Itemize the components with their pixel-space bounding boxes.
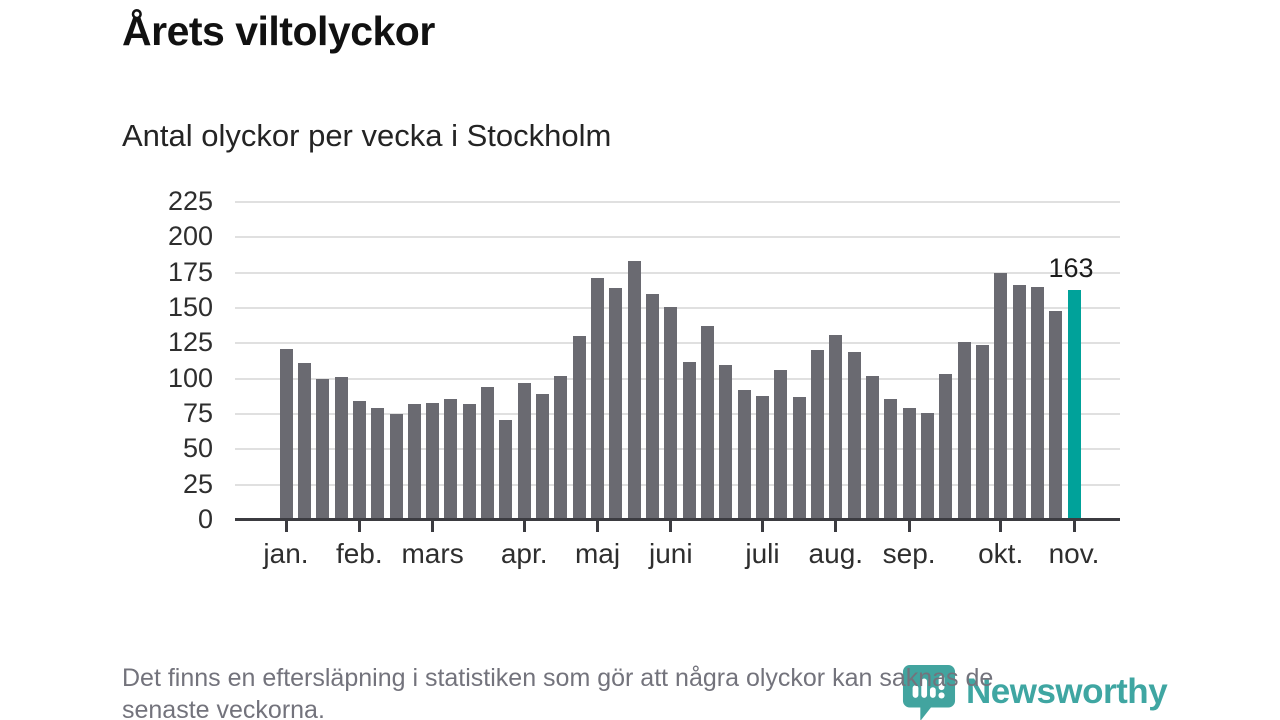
newsworthy-logo: Newsworthy xyxy=(902,664,1168,720)
bar-week-43 xyxy=(1049,310,1063,520)
bar-week-19 xyxy=(609,288,623,520)
gridline-200 xyxy=(235,236,1120,238)
chart-subtitle: Antal olyckor per vecka i Stockholm xyxy=(122,118,612,153)
x-axis-label-apr: apr. xyxy=(500,538,548,569)
footer-note-line: Det finns en eftersläpning i statistiken… xyxy=(122,664,994,692)
chart-title: Årets viltolyckor xyxy=(122,8,435,54)
y-axis-label-150: 150 xyxy=(167,292,213,322)
gridline-125 xyxy=(235,342,1120,344)
y-axis-label-50: 50 xyxy=(182,433,213,463)
gridline-175 xyxy=(235,272,1120,274)
x-axis-tick-aug xyxy=(834,521,838,532)
bar-week-31 xyxy=(829,334,843,520)
gridline-100 xyxy=(235,378,1120,380)
bar-week-12 xyxy=(481,387,495,520)
x-axis-label-aug: aug. xyxy=(808,538,864,569)
bar-week-35 xyxy=(902,408,916,520)
bar-week-38 xyxy=(957,341,971,520)
bar-week-7 xyxy=(389,414,403,520)
bar-week-15 xyxy=(536,394,550,520)
x-axis-tick-apr xyxy=(522,521,526,532)
bar-week-24 xyxy=(701,326,714,520)
bar-week-14 xyxy=(517,382,531,520)
bar-week-29 xyxy=(792,397,806,520)
x-axis-label-juli: juli xyxy=(745,538,780,569)
x-axis-tick-juli xyxy=(761,521,764,532)
x-axis-label-okt: okt. xyxy=(978,538,1024,569)
bar-week-33 xyxy=(865,375,879,520)
gridline-75 xyxy=(235,413,1120,415)
highlight-value-label: 163 xyxy=(1048,252,1094,283)
x-axis-label-maj: maj xyxy=(574,538,621,569)
x-axis-tick-maj xyxy=(596,521,599,532)
bar-week-39 xyxy=(975,344,989,520)
bar-week-22 xyxy=(664,306,678,520)
bar-week-2 xyxy=(297,363,311,520)
x-axis-tick-feb xyxy=(357,521,361,532)
bar-week-18 xyxy=(591,278,604,520)
bar-week-36 xyxy=(920,412,934,520)
bar-week-26 xyxy=(737,390,751,520)
bar-week-5 xyxy=(352,401,366,520)
bar-week-6 xyxy=(371,408,385,520)
x-axis-label-sep: sep. xyxy=(882,538,936,569)
x-axis-label-feb: feb. xyxy=(335,538,383,569)
y-axis-label-75: 75 xyxy=(182,398,213,428)
gridline-225 xyxy=(235,201,1120,203)
bar-week-27 xyxy=(756,395,769,520)
x-axis-tick-mars xyxy=(431,521,435,532)
bar-week-34 xyxy=(884,398,898,520)
newsworthy-wordmark: Newsworthy xyxy=(966,672,1168,711)
x-axis-tick-jan xyxy=(284,521,288,532)
bar-chart-plot-area: 0 25 50 75 100 125 150 175 200 225 jan. feb. mars apr… xyxy=(168,186,1120,569)
bar-week-21 xyxy=(646,293,659,520)
bar-week-28 xyxy=(774,370,788,520)
x-axis-tick-nov xyxy=(1072,521,1076,532)
gridline-50 xyxy=(235,448,1120,450)
bar-week-44 xyxy=(1067,289,1081,520)
bar-week-4 xyxy=(334,377,348,520)
bar-week-8 xyxy=(407,404,421,520)
y-axis-label-25: 25 xyxy=(182,469,213,499)
bar-week-37 xyxy=(939,374,953,520)
bar-week-16 xyxy=(554,375,568,520)
y-axis-label-125: 125 xyxy=(167,327,213,357)
x-axis-tick-sep xyxy=(907,521,911,532)
y-axis-label-175: 175 xyxy=(167,257,213,287)
bar-week-25 xyxy=(719,364,733,520)
x-axis-label-nov: nov. xyxy=(1048,538,1100,569)
gridline-150 xyxy=(235,307,1120,309)
bar-week-9 xyxy=(426,402,440,520)
bar-week-32 xyxy=(847,351,861,520)
x-axis-label-juni: juni xyxy=(649,538,693,569)
y-axis-label-225: 225 xyxy=(167,186,213,216)
newsworthy-pin-icon xyxy=(902,665,956,720)
gridline-25 xyxy=(235,484,1120,486)
bar-week-42 xyxy=(1030,286,1044,520)
bar-week-20 xyxy=(627,261,641,520)
bar-week-13 xyxy=(499,419,513,520)
bar-week-17 xyxy=(572,336,586,520)
bar-week-11 xyxy=(462,404,476,520)
bar-week-30 xyxy=(811,350,824,520)
footer-note: Det finns en eftersläpning i statistiken… xyxy=(122,662,993,720)
footer-note-line: senaste veckorna. xyxy=(122,696,325,720)
bar-week-41 xyxy=(1012,285,1026,520)
bar-week-10 xyxy=(444,398,458,520)
x-axis-tick-juni xyxy=(669,521,673,532)
y-axis-label-200: 200 xyxy=(167,221,213,251)
y-axis-label-100: 100 xyxy=(167,363,213,393)
bar-week-23 xyxy=(682,361,696,520)
y-axis-label-0: 0 xyxy=(197,504,213,534)
x-axis-label-jan: jan. xyxy=(263,538,309,569)
x-axis-line xyxy=(235,518,1120,521)
bar-week-3 xyxy=(316,378,330,520)
x-axis-tick-okt xyxy=(999,521,1003,532)
bar-week-1 xyxy=(279,349,293,520)
x-axis-label-mars: mars xyxy=(401,538,464,569)
bar-week-40 xyxy=(994,272,1008,520)
